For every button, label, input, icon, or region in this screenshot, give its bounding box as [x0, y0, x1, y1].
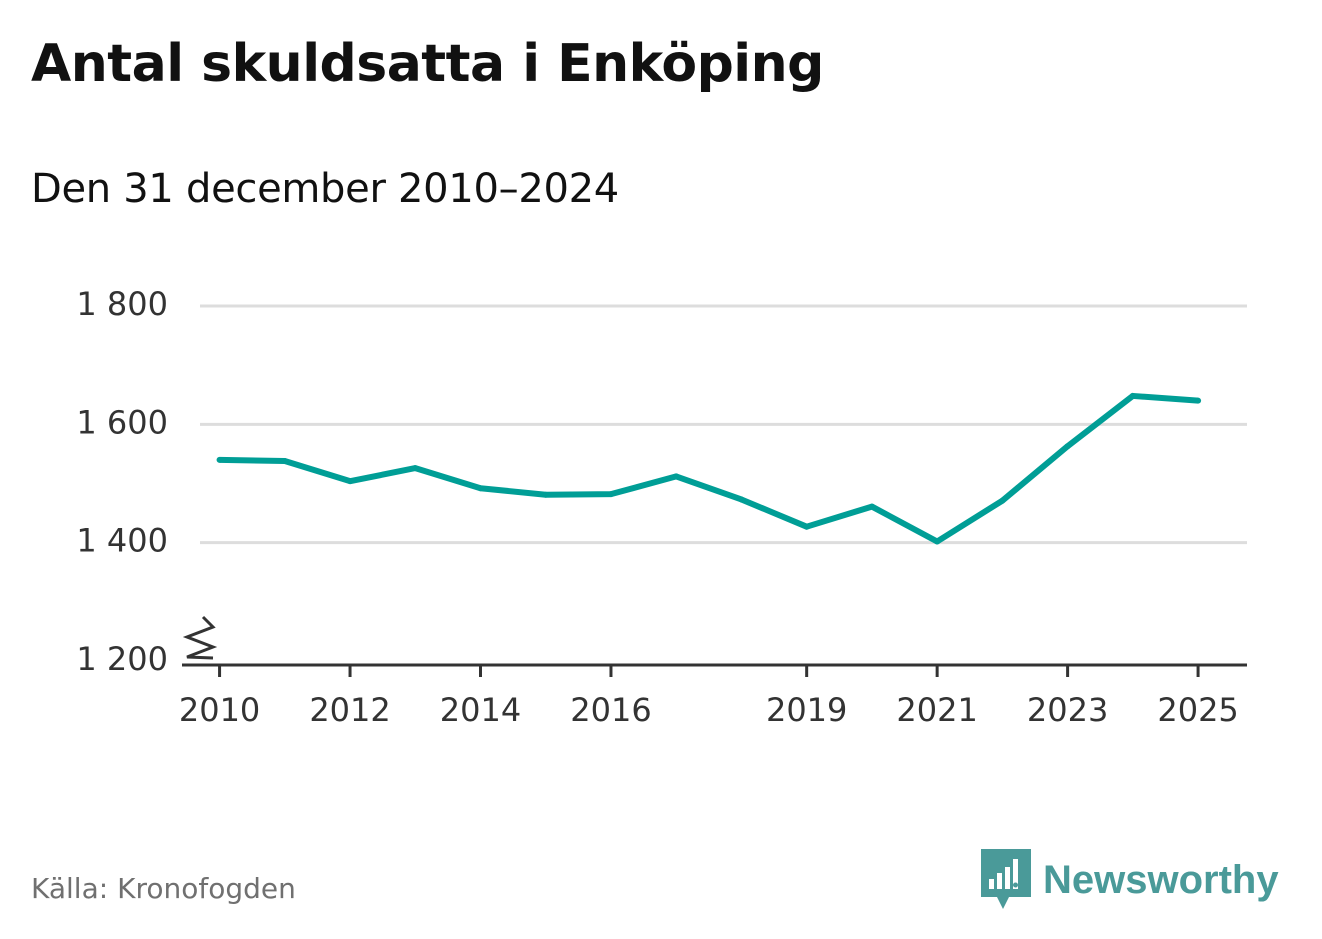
axis-break-icon: [182, 615, 218, 660]
data-point: [347, 478, 354, 485]
x-tick-label: 2016: [570, 691, 651, 729]
x-tick-label: 2023: [1027, 691, 1108, 729]
data-point: [477, 485, 484, 492]
data-point: [412, 465, 419, 472]
x-tick-label: 2012: [309, 691, 390, 729]
data-point: [934, 538, 941, 545]
series-layer: [216, 392, 1202, 545]
data-point: [607, 491, 614, 498]
data-point: [868, 503, 875, 510]
data-point: [999, 497, 1006, 504]
x-tick-label: 2021: [896, 691, 977, 729]
y-tick-label: 1 800: [76, 285, 168, 323]
data-point: [1129, 392, 1136, 399]
series-line: [219, 392, 1199, 545]
y-axis-ticks: 1 200 1 400 1 600 1 800: [76, 285, 168, 678]
data-point: [216, 456, 223, 463]
data-point: [803, 523, 810, 530]
bar-chart-speech-bubble-icon: [981, 849, 1031, 909]
newsworthy-logo: Newsworthy: [981, 848, 1279, 912]
source-note: Källa: Kronofogden: [31, 872, 296, 905]
y-tick-label: 1 200: [76, 640, 168, 678]
x-tick-label: 2010: [179, 691, 260, 729]
data-point: [738, 496, 745, 503]
data-point: [673, 473, 680, 480]
chart-title: Antal skuldsatta i Enköping: [31, 34, 824, 94]
y-tick-label: 1 600: [76, 403, 168, 441]
data-point: [1064, 443, 1071, 450]
data-point: [281, 458, 288, 465]
chart-subtitle: Den 31 december 2010–2024: [31, 166, 619, 212]
x-axis: 2010 2012 2014 2016 2019 2021 2023 2025: [179, 615, 1247, 729]
x-tick-label: 2025: [1157, 691, 1238, 729]
x-tick-label: 2019: [766, 691, 847, 729]
data-point: [1195, 397, 1202, 404]
x-tick-label: 2014: [440, 691, 521, 729]
data-point: [542, 491, 549, 498]
grid-lines: [200, 304, 1247, 545]
brand-name: Newsworthy: [1043, 857, 1279, 902]
y-tick-label: 1 400: [76, 522, 168, 560]
